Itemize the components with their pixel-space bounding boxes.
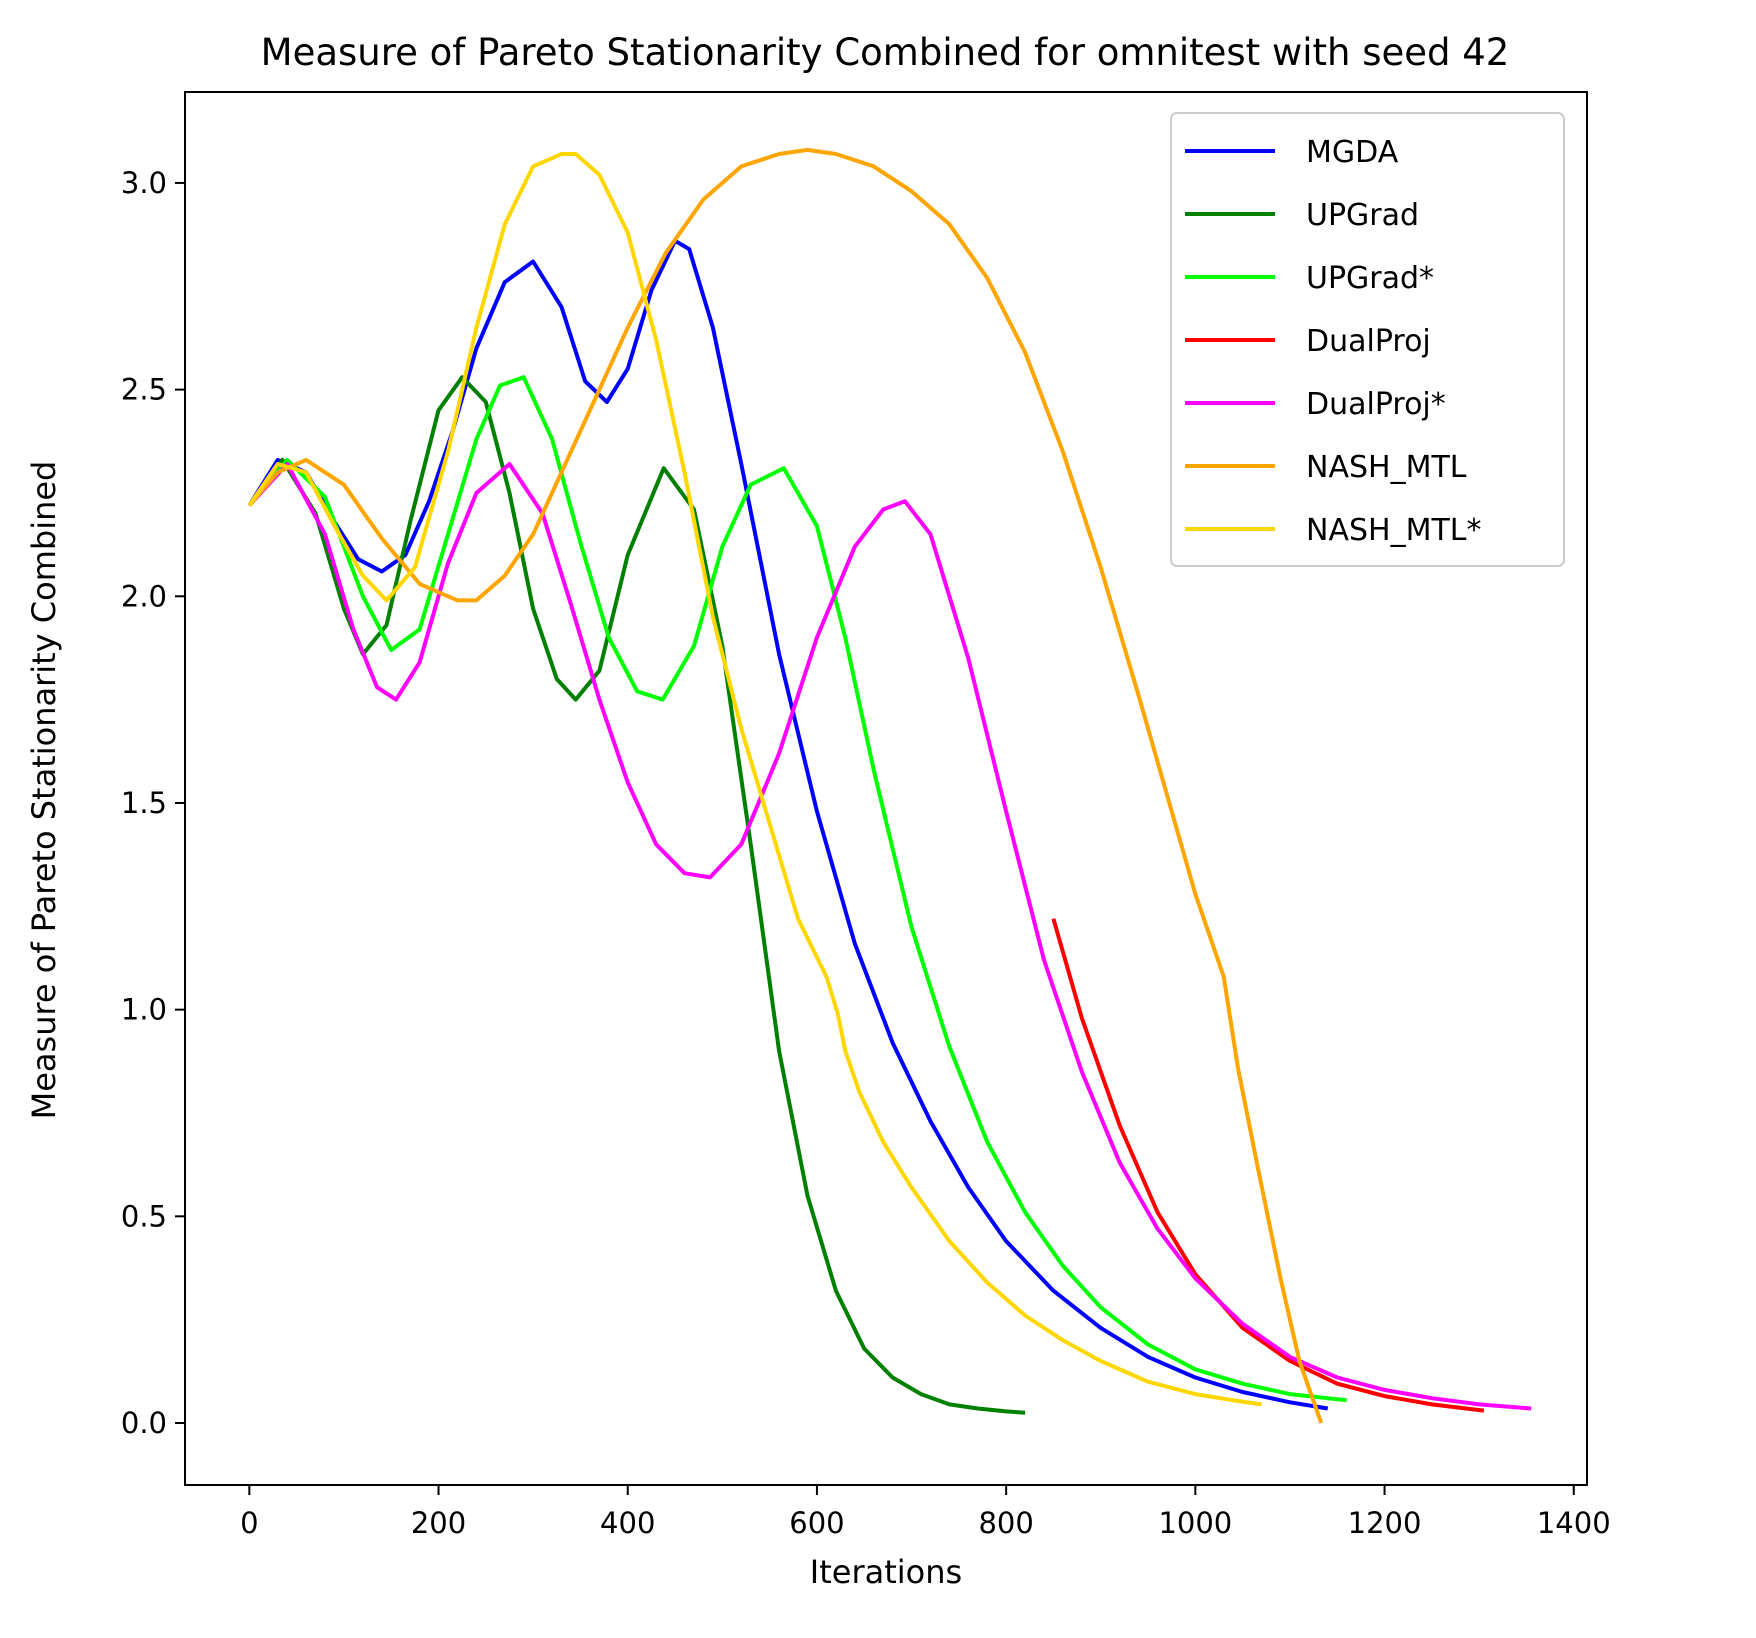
plot-frame [184, 91, 1588, 1486]
series-line-upgrad- [247, 375, 1347, 1403]
series-line-nash-mtl- [247, 152, 1262, 1407]
series-line-dualproj [1051, 918, 1485, 1413]
x-tick-label: 400 [600, 1506, 655, 1540]
x-axis: 0 200 400 600 800 1000 1200 1400 [240, 1485, 1611, 1540]
x-tick-label: 1400 [1537, 1506, 1611, 1540]
x-tick-label: 200 [411, 1506, 466, 1540]
legend-box [1170, 112, 1565, 567]
legend: MGDA UPGrad UPGrad* DualProj DualProj* NASH_M… [1170, 112, 1565, 567]
chart-title: Measure of Pareto Stationarity Combined … [261, 31, 1510, 74]
y-axis-title: Measure of Pareto Stationarity Combined [25, 461, 63, 1120]
x-axis-title: Iterations [810, 1553, 962, 1591]
legend-label: MGDA [1306, 135, 1399, 170]
series-line-nash-mtl [247, 147, 1324, 1424]
legend-label: UPGrad* [1306, 261, 1434, 296]
legend-label: UPGrad [1306, 198, 1419, 233]
x-tick-label: 600 [789, 1506, 844, 1540]
x-tick-label: 0 [240, 1506, 258, 1540]
y-tick-label: 2.5 [121, 373, 167, 407]
y-tick-label: 1.0 [121, 993, 167, 1027]
y-tick-label: 2.0 [121, 579, 167, 613]
y-tick-label: 0.0 [121, 1406, 167, 1440]
legend-label: DualProj* [1306, 387, 1446, 422]
y-tick-label: 3.0 [121, 166, 167, 200]
y-axis: 0.0 0.5 1.0 1.5 2.0 2.5 3.0 [121, 166, 185, 1440]
y-tick-label: 1.5 [121, 786, 167, 820]
legend-label: DualProj [1306, 324, 1431, 359]
legend-label: NASH_MTL* [1306, 513, 1482, 548]
series-line-dualproj- [247, 462, 1532, 1411]
x-tick-label: 1000 [1158, 1506, 1232, 1540]
x-tick-label: 1200 [1348, 1506, 1422, 1540]
x-tick-label: 800 [978, 1506, 1033, 1540]
legend-label: NASH_MTL [1306, 450, 1467, 485]
y-tick-label: 0.5 [121, 1199, 167, 1233]
plot-lines [247, 147, 1532, 1424]
